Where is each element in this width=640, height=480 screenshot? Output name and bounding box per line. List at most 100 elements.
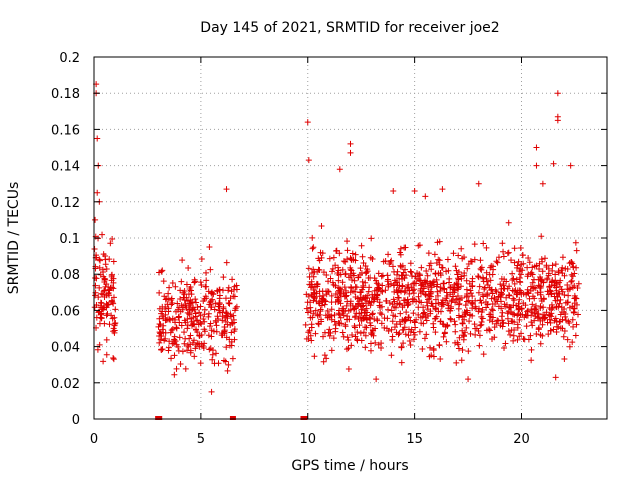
data-point [197,312,204,319]
data-point [222,318,229,325]
data-point [362,324,369,331]
data-point [357,330,364,337]
data-point [169,279,176,286]
data-point [447,316,454,323]
data-point [307,299,314,306]
data-point [385,251,392,258]
data-point [492,296,499,303]
data-point [385,306,391,313]
data-point [553,323,560,330]
data-point [188,318,195,325]
data-point [408,326,415,333]
data-point [475,289,482,296]
data-point [311,268,318,275]
data-point [306,273,313,280]
data-point [110,258,117,265]
data-point [231,307,238,314]
data-point [401,302,408,309]
data-point [487,313,494,320]
data-point [221,327,228,334]
data-point [156,315,163,322]
data-point [438,264,445,271]
data-point [423,267,430,274]
data-point [345,274,352,281]
data-point [368,235,375,242]
data-point [302,321,309,328]
y-tick-label: 0.1 [59,232,80,247]
data-point [371,316,378,323]
data-point [415,293,422,300]
data-point [310,266,317,273]
data-point [328,292,335,299]
data-point [559,325,566,332]
data-point [468,290,475,297]
data-point [483,269,490,276]
data-point [231,319,238,326]
data-point [108,272,115,279]
data-point [200,298,207,305]
data-point [410,336,417,343]
y-tick-label: 0.18 [51,87,80,102]
data-point [450,286,457,293]
data-point [219,287,226,294]
data-point [458,357,465,364]
data-point [348,267,355,274]
data-point [353,336,360,343]
data-point [228,329,235,336]
data-point [335,284,342,291]
data-point [448,298,455,305]
data-point [391,303,398,310]
data-point [102,283,109,290]
x-tick-label: 5 [197,432,205,447]
data-point [335,277,342,284]
data-point [168,327,175,334]
data-point [396,300,403,307]
data-point [412,273,419,280]
data-point [367,254,374,261]
data-point [436,257,443,264]
data-point [392,279,399,286]
data-point [342,271,349,278]
data-point [106,256,113,263]
data-point [379,282,386,289]
data-point [504,310,511,317]
data-point [401,289,408,296]
data-point [542,314,549,321]
data-point [533,144,540,151]
data-point [510,310,517,317]
data-point [463,307,470,314]
data-point [515,306,522,313]
data-point [360,260,367,267]
data-point [363,269,370,276]
data-point [524,286,531,293]
data-point [200,344,207,351]
data-point [165,290,172,297]
data-point [500,248,507,255]
data-point [544,319,551,326]
data-point [493,258,500,265]
data-point [194,329,201,336]
data-point [172,338,179,345]
data-point [432,329,439,336]
data-point [213,322,220,329]
data-point [520,260,527,267]
y-axis-title: SRMTID / TECUs [6,182,22,295]
data-point [498,298,505,305]
data-point [175,347,182,354]
data-point [326,311,333,318]
data-point [548,301,555,308]
data-point [334,270,341,277]
data-point [427,290,434,297]
data-point [488,262,495,269]
data-point [104,310,111,317]
data-point [105,301,112,308]
data-point [554,279,561,286]
data-point [230,286,237,293]
data-point [178,322,185,329]
data-point [207,320,214,327]
data-point [109,236,116,243]
data-point [184,342,191,349]
data-point [472,325,479,332]
data-point [511,311,518,318]
data-point [184,316,191,323]
